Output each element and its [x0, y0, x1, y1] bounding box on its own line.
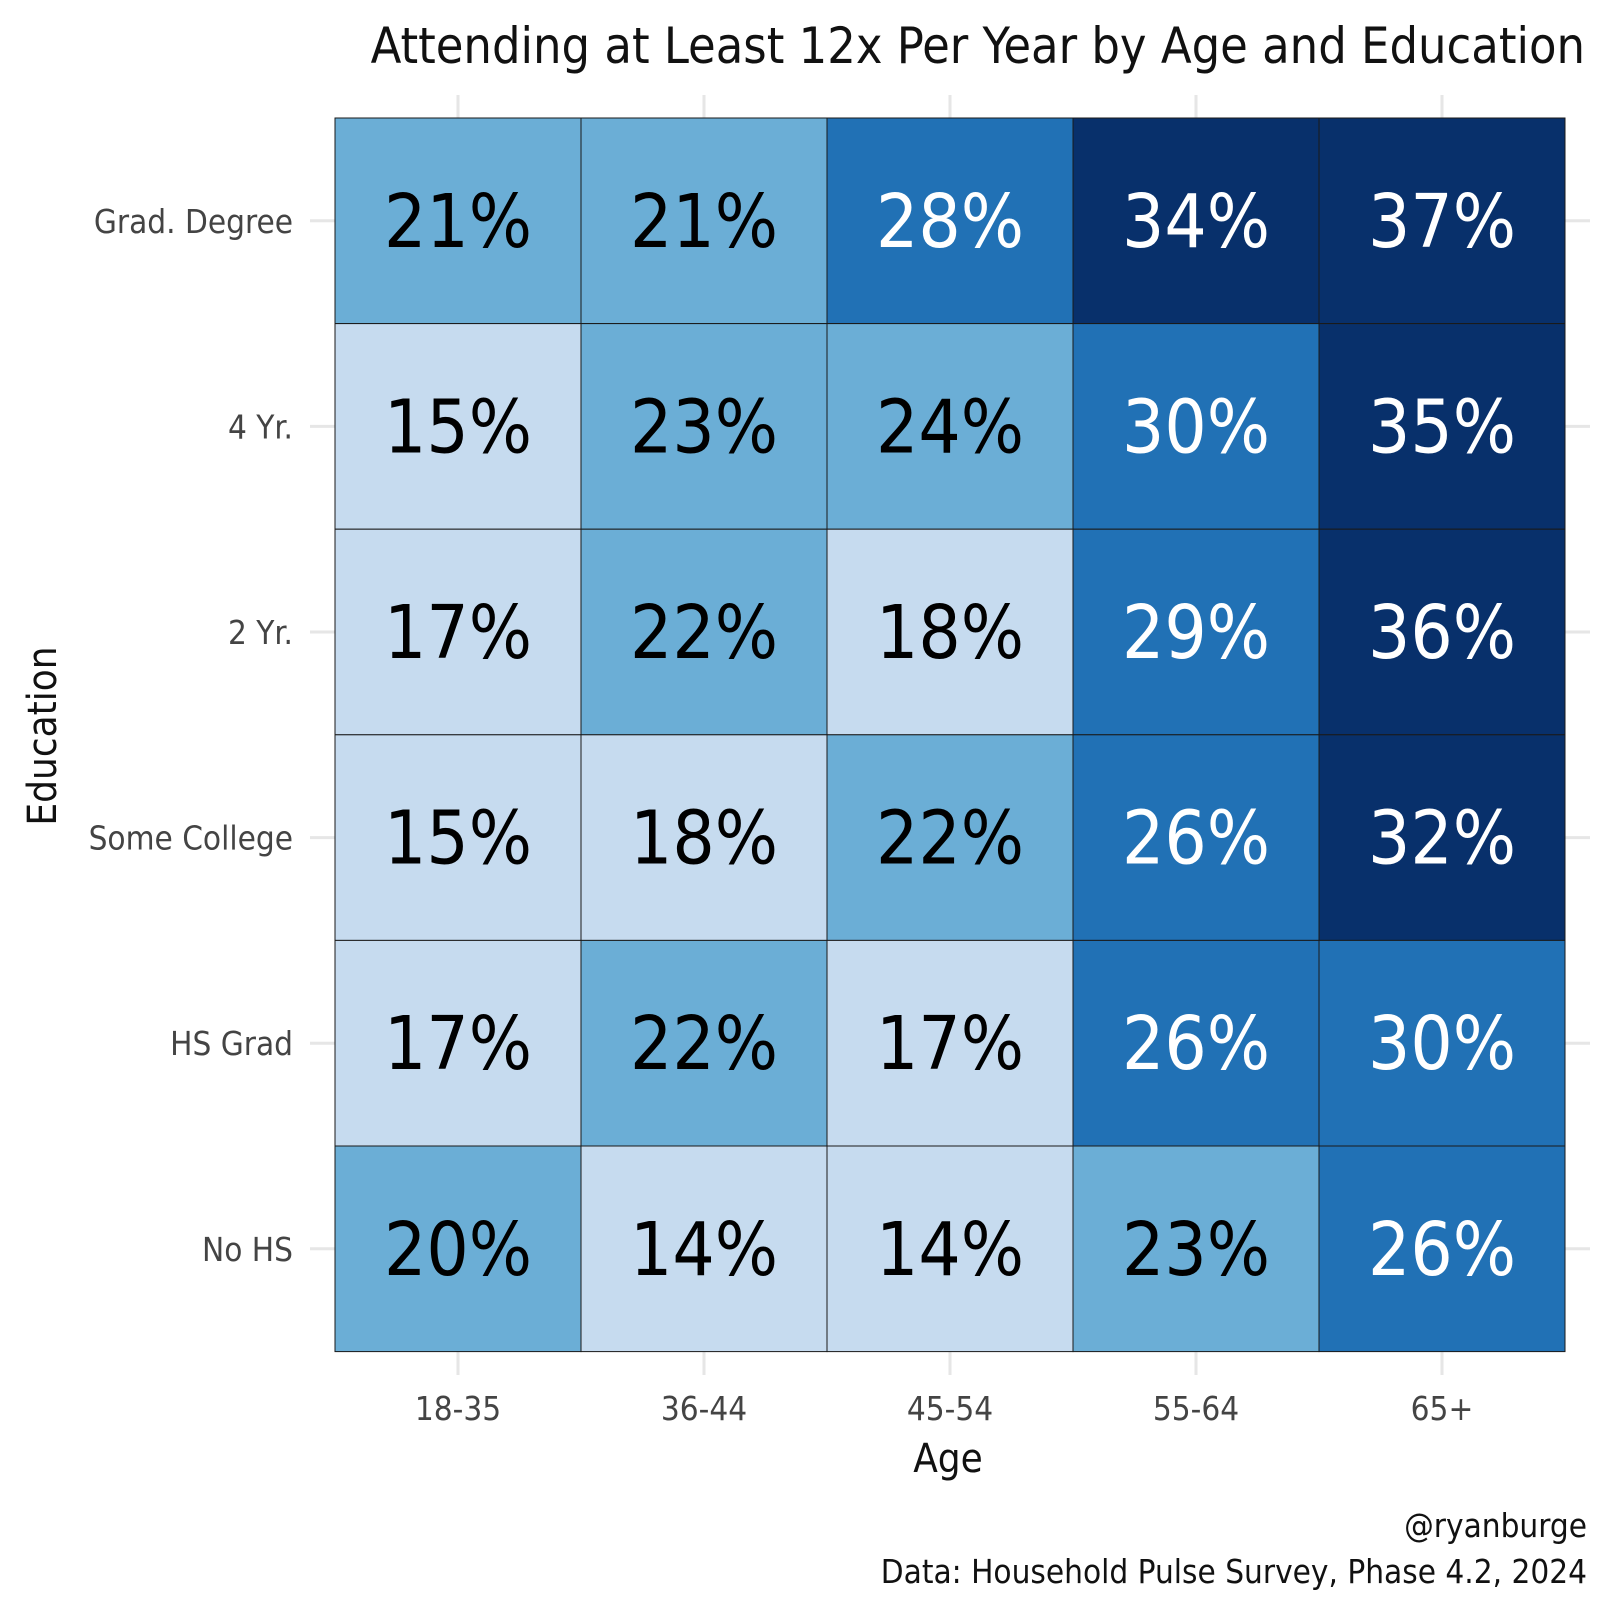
heatmap-cell: [580, 117, 828, 325]
cell-value-label: 22%: [630, 590, 778, 676]
cell-value-label: 21%: [384, 179, 532, 265]
heatmap-cell: [826, 117, 1074, 325]
heatmap-cell: [334, 734, 582, 941]
cell-value-label: 26%: [1122, 796, 1270, 882]
heatmap-cell: [1318, 1145, 1566, 1353]
y-tick-label: Some College: [89, 819, 293, 858]
cell-value-label: 26%: [1122, 1001, 1270, 1087]
cell-value-label: 14%: [630, 1207, 778, 1293]
cell-value-label: 15%: [384, 796, 532, 882]
y-tick-label: 4 Yr.: [228, 407, 293, 446]
heatmap-cell: [334, 323, 582, 530]
cell-value-label: 22%: [876, 796, 1024, 882]
cell-value-label: 18%: [630, 796, 778, 882]
cell-labels: 21% 21% 28% 34% 37% 15% 23% 24% 30% 35% 17% 22% 18% 2…: [384, 179, 1516, 1293]
y-tick-label: HS Grad: [170, 1024, 293, 1063]
heatmap-cell: [1072, 528, 1320, 736]
heatmap-cell: [826, 734, 1074, 941]
cell-value-label: 24%: [876, 384, 1024, 470]
heatmap-cell: [826, 1145, 1074, 1353]
heatmap-cell: [1072, 323, 1320, 530]
x-tick-label: 45-54: [907, 1389, 993, 1428]
chart-title: Attending at Least 12x Per Year by Age a…: [371, 17, 1585, 75]
y-axis-title: Education: [20, 646, 66, 825]
heatmap-cell: [580, 1145, 828, 1353]
cell-value-label: 30%: [1368, 1001, 1516, 1087]
cell-value-label: 30%: [1122, 384, 1270, 470]
heatmap-cell: [1318, 734, 1566, 941]
x-tick-label: 55-64: [1153, 1389, 1239, 1428]
heatmap-cell: [1318, 117, 1566, 325]
x-tick-label: 65+: [1411, 1389, 1474, 1428]
heatmap-cells: [334, 117, 1566, 1353]
y-axis-ticks: Grad. Degree 4 Yr. 2 Yr. Some College HS Gra…: [89, 202, 293, 1269]
x-axis-title: Age: [913, 1436, 983, 1482]
cell-value-label: 20%: [384, 1207, 532, 1293]
heatmap-cell: [580, 734, 828, 941]
heatmap-cell: [334, 117, 582, 325]
caption-source: Data: Household Pulse Survey, Phase 4.2,…: [881, 1552, 1587, 1591]
x-axis-ticks: 18-35 36-44 45-54 55-64 65+: [415, 1389, 1473, 1428]
cell-value-label: 36%: [1368, 590, 1516, 676]
cell-value-label: 21%: [630, 179, 778, 265]
heatmap-cell: [1072, 734, 1320, 941]
y-tick-label: Grad. Degree: [94, 202, 293, 241]
cell-value-label: 14%: [876, 1207, 1024, 1293]
heatmap-cell: [826, 939, 1074, 1147]
cell-value-label: 18%: [876, 590, 1024, 676]
heatmap-cell: [580, 939, 828, 1147]
cell-value-label: 28%: [876, 179, 1024, 265]
cell-value-label: 17%: [876, 1001, 1024, 1087]
cell-value-label: 23%: [630, 384, 778, 470]
cell-value-label: 17%: [384, 590, 532, 676]
heatmap-cell: [1318, 323, 1566, 530]
cell-value-label: 15%: [384, 384, 532, 470]
cell-value-label: 22%: [630, 1001, 778, 1087]
heatmap-cell: [334, 528, 582, 736]
y-tick-label: 2 Yr.: [228, 613, 293, 652]
heatmap-cell: [1072, 1145, 1320, 1353]
heatmap-cell: [1072, 939, 1320, 1147]
cell-value-label: 32%: [1368, 796, 1516, 882]
heatmap-cell: [1318, 528, 1566, 736]
heatmap-cell: [334, 939, 582, 1147]
heatmap-cell: [580, 323, 828, 530]
y-tick-label: No HS: [202, 1230, 293, 1269]
heatmap-cell: [580, 528, 828, 736]
x-tick-label: 36-44: [661, 1389, 747, 1428]
cell-value-label: 34%: [1122, 179, 1270, 265]
cell-value-label: 35%: [1368, 384, 1516, 470]
cell-value-label: 37%: [1368, 179, 1516, 265]
x-tick-label: 18-35: [415, 1389, 501, 1428]
cell-value-label: 17%: [384, 1001, 532, 1087]
heatmap-cell: [1072, 117, 1320, 325]
heatmap-cell: [334, 1145, 582, 1353]
cell-value-label: 26%: [1368, 1207, 1516, 1293]
cell-value-label: 29%: [1122, 590, 1270, 676]
cell-value-label: 23%: [1122, 1207, 1270, 1293]
caption-handle: @ryanburge: [1404, 1506, 1587, 1545]
heatmap-cell: [826, 528, 1074, 736]
